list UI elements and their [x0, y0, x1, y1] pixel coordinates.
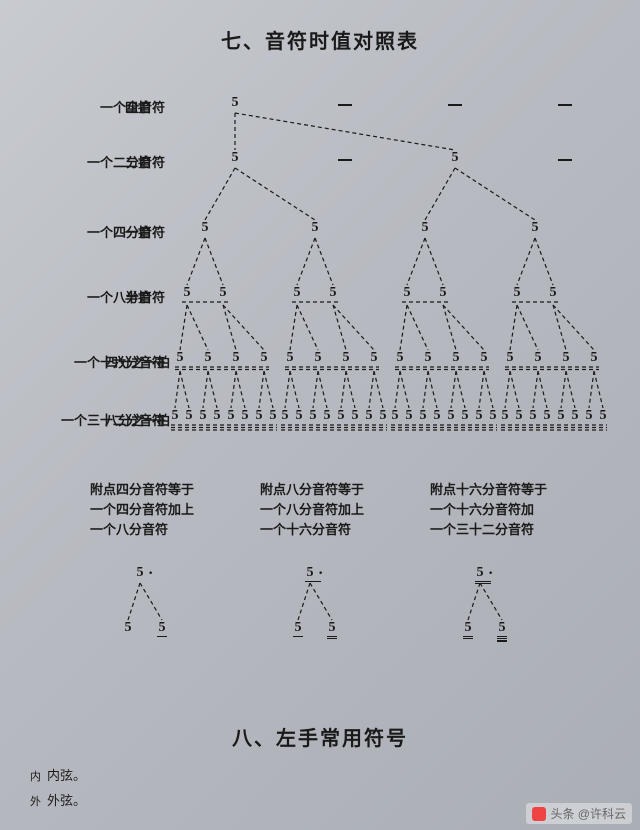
note-5: 5: [212, 408, 222, 424]
section-title-8: 八、左手常用符号: [0, 722, 640, 751]
beat-label-5: 八分之一拍: [105, 410, 170, 429]
note-5: 5: [450, 150, 460, 166]
note-5: 5: [528, 408, 538, 424]
note-5: 5: [313, 350, 323, 366]
note-5: 5: [203, 350, 213, 366]
note-5: 5: [589, 350, 599, 366]
note-5: 5: [598, 408, 608, 424]
note-5: 5: [369, 350, 379, 366]
rest-dash: [448, 104, 462, 106]
dotted-col-1: 附点八分音符等于一个八分音符加上一个十六分音符: [260, 480, 410, 540]
note-5: 5: [395, 350, 405, 366]
note-5: 5: [285, 350, 295, 366]
note-5: 5: [175, 350, 185, 366]
note-5: 5: [530, 220, 540, 236]
note-5: 5: [542, 408, 552, 424]
note-5: 5: [294, 408, 304, 424]
note-5: 5: [231, 350, 241, 366]
note-5: 5: [420, 220, 430, 236]
note-5: 5: [479, 350, 489, 366]
note-5: 5: [446, 408, 456, 424]
rest-dash: [558, 104, 572, 106]
note-5: 5: [308, 408, 318, 424]
note-5: 5: [268, 408, 278, 424]
note-5: 5: [364, 408, 374, 424]
beat-label-1: 二拍: [125, 152, 151, 171]
note-5: 5: [548, 285, 558, 301]
dotted-col-0: 附点四分音符等于一个四分音符加上一个八分音符: [90, 480, 240, 540]
page: 七、音符时值对照表 一个全音符四拍一个二分音符二拍一个四分音符一拍一个八分音符半…: [0, 0, 640, 830]
note-5: 5: [198, 408, 208, 424]
note-5: 5: [474, 408, 484, 424]
note-5: 5: [336, 408, 346, 424]
note-5: 5: [505, 350, 515, 366]
rest-dash: [338, 104, 352, 106]
note-5: 5: [280, 408, 290, 424]
note-5: 5: [390, 408, 400, 424]
beat-label-3: 半拍: [125, 287, 151, 306]
note-5: 5: [378, 408, 388, 424]
toutiao-icon: [532, 807, 546, 821]
note-5: 5: [570, 408, 580, 424]
note-5: 5: [184, 408, 194, 424]
note-5: 5: [438, 285, 448, 301]
beat-label-0: 四拍: [125, 97, 151, 116]
note-5: 5: [418, 408, 428, 424]
note-5: 5: [341, 350, 351, 366]
note-5: 5: [460, 408, 470, 424]
note-5: 5: [322, 408, 332, 424]
note-5: 5: [488, 408, 498, 424]
rest-dash: [558, 159, 572, 161]
note-5: 5: [170, 408, 180, 424]
note-5: 5: [218, 285, 228, 301]
note-5: 5: [254, 408, 264, 424]
note-5: 5: [310, 220, 320, 236]
note-5: 5: [423, 350, 433, 366]
note-5: 5: [432, 408, 442, 424]
note-5: 5: [451, 350, 461, 366]
note-5: 5: [584, 408, 594, 424]
note-5: 5: [350, 408, 360, 424]
legend-inner: 内内弦。: [30, 765, 86, 784]
rest-dash: [338, 159, 352, 161]
beat-label-4: 四分之一拍: [105, 352, 170, 371]
note-5: 5: [402, 285, 412, 301]
note-5: 5: [230, 95, 240, 111]
note-5: 5: [259, 350, 269, 366]
note-5: 5: [182, 285, 192, 301]
note-5: 5: [500, 408, 510, 424]
dotted-col-2: 附点十六分音符等于一个十六分音符加一个三十二分音符: [430, 480, 580, 540]
note-5: 5: [556, 408, 566, 424]
note-5: 5: [226, 408, 236, 424]
note-5: 5: [514, 408, 524, 424]
beat-label-2: 一拍: [125, 222, 151, 241]
section-title-7: 七、音符时值对照表: [0, 25, 640, 54]
note-5: 5: [200, 220, 210, 236]
note-5: 5: [561, 350, 571, 366]
note-5: 5: [328, 285, 338, 301]
note-5: 5: [240, 408, 250, 424]
note-5: 5: [533, 350, 543, 366]
note-5: 5: [512, 285, 522, 301]
note-5: 5: [404, 408, 414, 424]
legend-outer: 外外弦。: [30, 790, 86, 809]
watermark: 头条 @许科云: [526, 803, 632, 824]
note-5: 5: [230, 150, 240, 166]
note-5: 5: [292, 285, 302, 301]
